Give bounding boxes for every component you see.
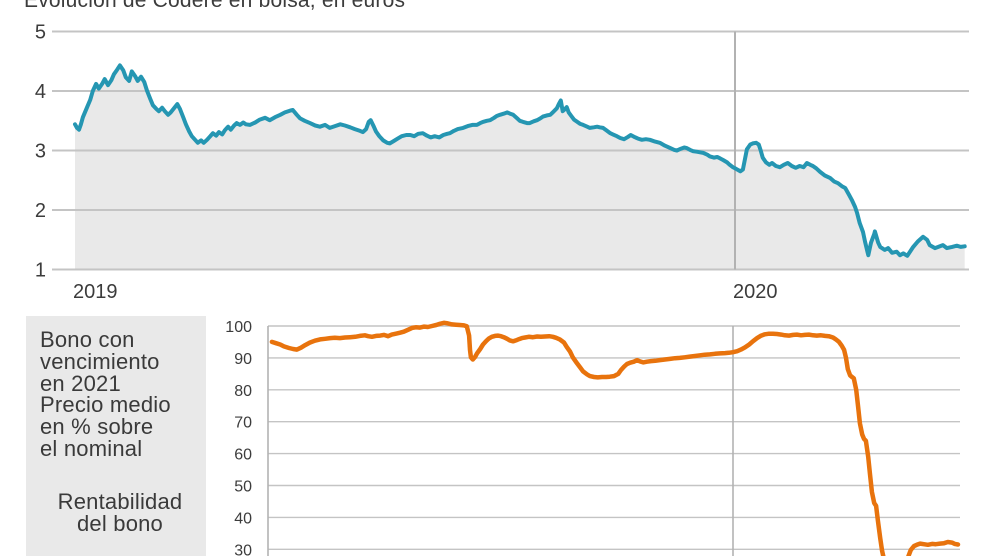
legend-line: Bono con xyxy=(40,327,135,352)
legend-line: en % sobre xyxy=(40,414,154,440)
legend-line: vencimiento xyxy=(40,348,160,374)
stock-xtick-label: 2020 xyxy=(733,281,778,303)
legend-line: Rentabilidad xyxy=(57,488,183,514)
bond-ytick-label: 30 xyxy=(234,542,252,556)
stock-ytick-label: 4 xyxy=(35,81,46,103)
bond-legend-box: Bono con vencimiento en 2021 Precio medi… xyxy=(26,316,206,556)
legend-line: el nominal xyxy=(40,435,143,461)
legend-line: Precio medio xyxy=(40,392,171,418)
bond-ytick-label: 60 xyxy=(234,447,252,464)
stock-price-line xyxy=(73,63,967,258)
chart-title: Evolución de Codere en bolsa, en euros xyxy=(24,0,406,12)
stock-ytick-label: 1 xyxy=(35,260,46,282)
bond-yield-legend: Rentabilidad del bono xyxy=(26,488,206,536)
stock-xtick-label: 2019 xyxy=(73,281,118,303)
bond-ytick-label: 80 xyxy=(234,383,252,400)
stock-area-fill xyxy=(75,65,965,270)
bond-ytick-label: 40 xyxy=(234,510,252,527)
bond-chart: 100 90 80 70 60 50 40 30 xyxy=(225,319,961,556)
bond-ytick-label: 70 xyxy=(234,415,252,432)
legend-line: del bono xyxy=(76,510,163,536)
bond-ytick-label: 100 xyxy=(225,319,252,336)
stock-ytick-label: 2 xyxy=(35,200,46,222)
stock-ytick-label: 3 xyxy=(35,141,46,163)
stock-chart: 5 4 3 2 1 2019 2020 xyxy=(35,22,969,303)
bond-ytick-label: 50 xyxy=(234,479,252,496)
legend-line: en 2021 xyxy=(40,370,121,396)
bond-ytick-label: 90 xyxy=(234,351,252,368)
bond-price-line xyxy=(269,320,961,556)
stock-ytick-label: 5 xyxy=(35,22,46,44)
bond-price-legend: Bono con vencimiento en 2021 Precio medi… xyxy=(26,316,206,460)
